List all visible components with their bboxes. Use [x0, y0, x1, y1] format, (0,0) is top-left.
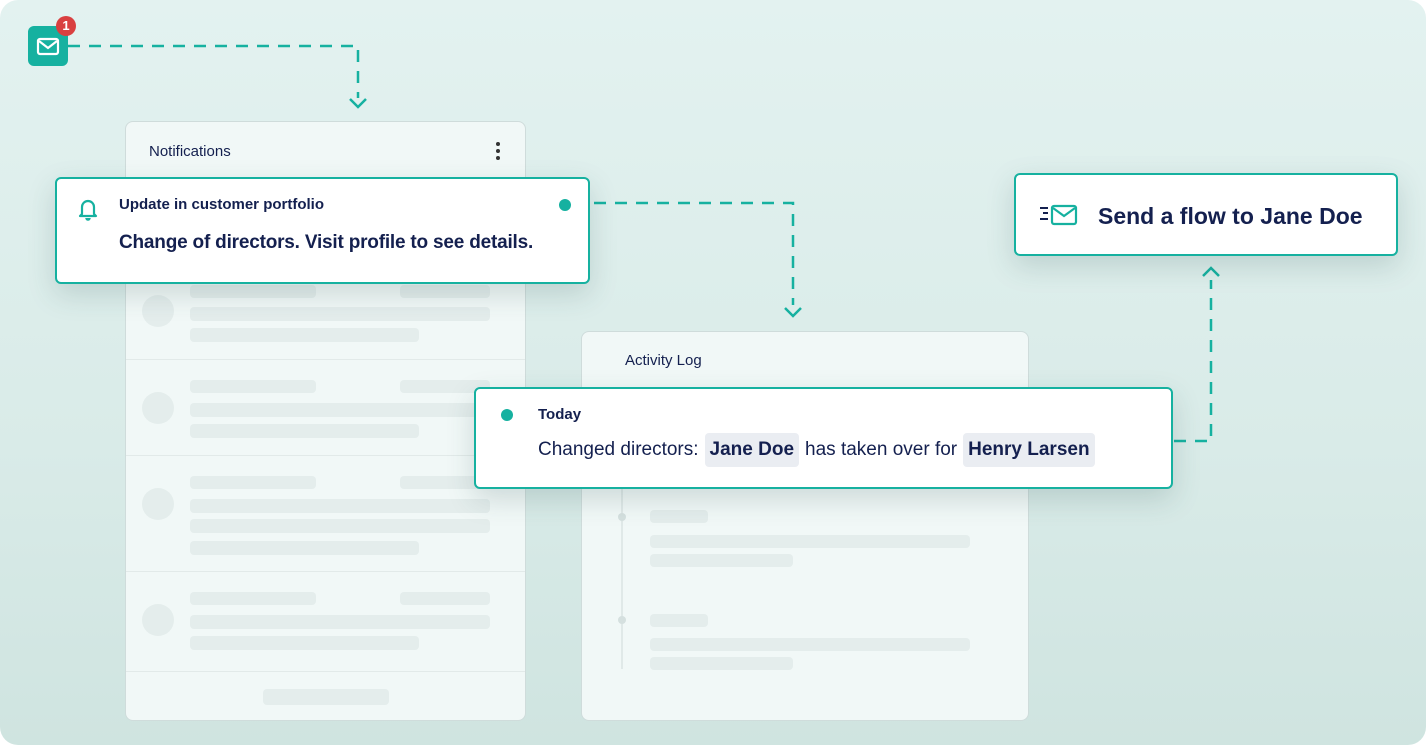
activity-middle: has taken over for — [805, 439, 958, 460]
skeleton-line — [190, 476, 316, 489]
activity-message: Changed directors: Jane Doe has taken ov… — [538, 433, 1095, 467]
divider — [126, 359, 525, 360]
skeleton-line — [400, 380, 490, 393]
arrow-down-icon — [784, 307, 802, 318]
skeleton-line — [650, 510, 708, 523]
skeleton-avatar — [142, 488, 174, 520]
activity-date: Today — [538, 406, 582, 423]
connector-notification-to-activity — [594, 201, 795, 305]
bell-icon — [78, 199, 98, 221]
panel-title: Activity Log — [625, 352, 702, 369]
skeleton-line — [190, 403, 490, 417]
skeleton-line — [190, 328, 419, 342]
arrow-down-icon — [349, 98, 367, 109]
arrow-up-icon — [1202, 266, 1220, 277]
divider — [126, 571, 525, 572]
timeline-line — [621, 489, 623, 669]
skeleton-line — [650, 638, 970, 651]
skeleton-line — [190, 519, 490, 533]
connector-activity-to-send — [1174, 280, 1213, 443]
activity-card[interactable]: Today Changed directors: Jane Doe has ta… — [474, 387, 1173, 489]
send-mail-icon — [1040, 204, 1078, 226]
mail-button[interactable]: 1 — [28, 16, 76, 66]
skeleton-line — [190, 285, 316, 298]
skeleton-line — [190, 615, 490, 629]
skeleton-line — [190, 499, 490, 513]
mail-icon — [36, 37, 60, 56]
skeleton-avatar — [142, 392, 174, 424]
unread-dot — [559, 199, 571, 211]
skeleton-line — [190, 424, 419, 438]
skeleton-line — [400, 476, 490, 489]
skeleton-line — [400, 592, 490, 605]
connector-mail-to-notifications — [68, 44, 360, 98]
divider — [126, 455, 525, 456]
activity-dot — [501, 409, 513, 421]
send-flow-label: Send a flow to Jane Doe — [1098, 203, 1363, 229]
skeleton-line — [650, 554, 793, 567]
skeleton-line — [650, 614, 708, 627]
panel-title: Notifications — [149, 143, 231, 160]
timeline-dot — [618, 616, 626, 624]
skeleton-line — [400, 285, 490, 298]
send-flow-button[interactable]: Send a flow to Jane Doe — [1014, 173, 1398, 256]
notification-badge: 1 — [56, 16, 76, 36]
skeleton-line — [190, 380, 316, 393]
old-director-chip[interactable]: Henry Larsen — [963, 433, 1095, 467]
skeleton-button — [263, 689, 389, 705]
skeleton-line — [190, 592, 316, 605]
timeline-dot — [618, 513, 626, 521]
notification-card[interactable]: Update in customer portfolio Change of d… — [55, 177, 590, 284]
new-director-chip[interactable]: Jane Doe — [704, 433, 800, 467]
more-vertical-icon[interactable] — [492, 141, 504, 161]
skeleton-line — [190, 307, 490, 321]
skeleton-avatar — [142, 295, 174, 327]
activity-prefix: Changed directors: — [538, 439, 699, 460]
notification-message: Change of directors. Visit profile to se… — [119, 232, 534, 253]
divider — [126, 671, 525, 672]
skeleton-line — [650, 657, 793, 670]
skeleton-line — [650, 535, 970, 548]
notification-title: Update in customer portfolio — [119, 196, 325, 213]
skeleton-avatar — [142, 604, 174, 636]
skeleton-line — [190, 636, 419, 650]
skeleton-line — [190, 541, 419, 555]
